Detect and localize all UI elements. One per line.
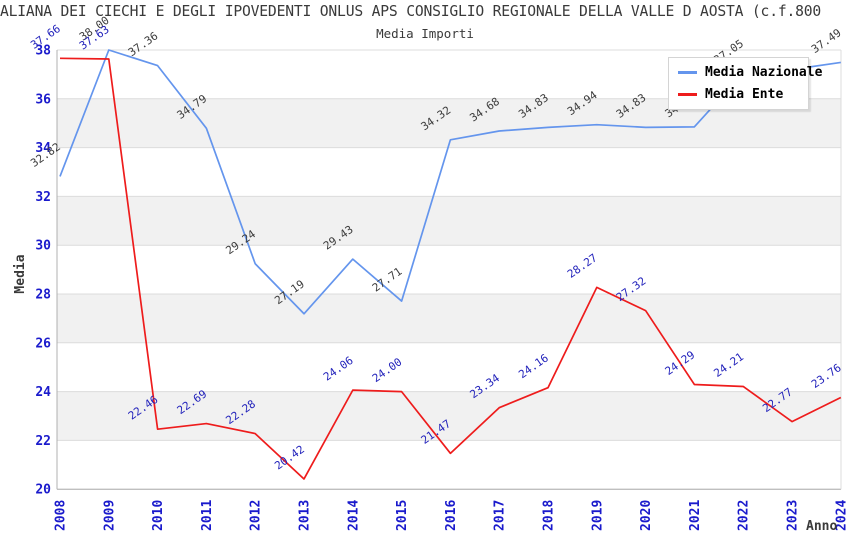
x-tick-label: 2014 [346,500,361,531]
x-tick-label: 2018 [542,500,557,531]
x-tick-label: 2011 [200,500,215,531]
x-tick-label: 2017 [493,500,508,531]
plot-band [57,196,841,246]
point-value-label: 24.00 [370,355,405,385]
point-value-label: 20.42 [272,443,307,473]
plot-band [57,294,841,343]
y-tick-label: 32 [35,190,51,205]
x-tick-label: 2022 [737,500,752,531]
legend-item-media-ente: Media Ente [678,87,798,102]
y-axis-title: Media [13,254,28,293]
x-tick-label: 2020 [639,500,654,531]
x-tick-label: 2019 [590,500,605,531]
x-tick-label: 2023 [786,500,801,531]
series-line-media-ente [59,57,842,480]
x-axis-title: Anno [806,519,837,534]
x-tick-label: 2010 [151,500,166,531]
x-tick-label: 2012 [249,500,264,531]
x-tick-label: 2008 [54,500,69,531]
point-value-label: 24.16 [516,352,551,382]
y-tick-label: 34 [35,141,51,156]
point-value-label: 27.71 [370,265,405,295]
legend-item-media-nazionale: Media Nazionale [678,65,822,80]
x-tick-label: 2016 [444,500,459,531]
x-tick-label: 2013 [298,500,313,531]
chart-legend: Media Nazionale Media Ente [668,57,822,110]
point-value-label: 24.29 [663,348,698,378]
legend-label: Media Nazionale [705,65,823,80]
y-tick-label: 36 [35,92,51,107]
plot-band [57,391,841,441]
legend-label: Media Ente [705,87,784,102]
x-tick-label: 2024 [834,500,849,531]
legend-line-swatch-blue [678,71,697,74]
y-tick-label: 28 [35,288,51,303]
point-value-label: 24.06 [321,354,356,384]
y-tick-label: 24 [35,385,51,400]
point-value-label: 24.21 [711,350,746,380]
point-value-label: 23.76 [809,361,844,391]
x-tick-label: 2009 [102,500,117,531]
point-value-label: 28.27 [565,251,600,281]
chart-subtitle: Media Importi [376,26,474,41]
x-tick-label: 2021 [688,500,703,531]
legend-line-swatch-red [678,93,697,96]
y-tick-label: 30 [35,239,51,254]
y-tick-label: 26 [35,336,51,351]
y-tick-label: 20 [35,483,51,498]
y-tick-label: 38 [35,44,51,59]
chart-title: ALIANA DEI CIECHI E DEGLI IPOVEDENTI ONL… [0,3,822,20]
y-tick-label: 22 [35,434,51,449]
x-tick-label: 2015 [395,500,410,531]
